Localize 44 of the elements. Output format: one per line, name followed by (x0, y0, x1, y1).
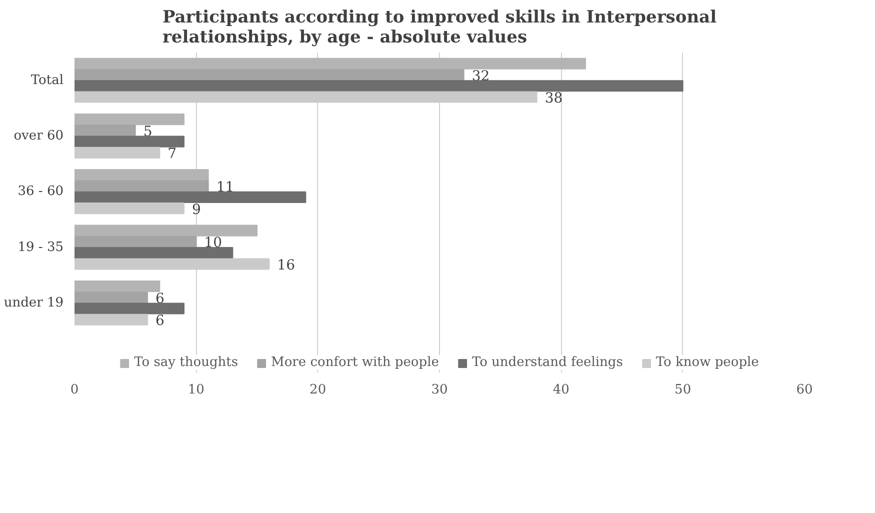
y-tick-label: under 19 (4, 295, 64, 310)
y-tick-label: over 60 (14, 128, 64, 144)
data-label: 7 (168, 146, 177, 162)
y-tick-label: 36 - 60 (18, 184, 64, 200)
bar (74, 124, 136, 136)
y-tick-label: 19 - 35 (18, 240, 64, 255)
bar (74, 224, 258, 236)
x-tick-label: 30 (431, 382, 448, 398)
bar (74, 180, 209, 192)
bar (74, 80, 684, 92)
bar (74, 68, 464, 81)
bar (74, 280, 160, 292)
data-label: 5 (143, 124, 152, 140)
x-tick-label: 40 (552, 382, 570, 398)
data-label: 9 (192, 202, 201, 218)
x-tick-label: 50 (674, 382, 692, 398)
bar (74, 202, 184, 214)
x-tick-label: 10 (188, 382, 204, 398)
bar (74, 113, 184, 126)
bar (74, 292, 148, 304)
bar (74, 58, 586, 70)
data-label: 16 (277, 257, 296, 274)
bar (74, 314, 148, 326)
bar (74, 169, 209, 181)
data-label: 6 (156, 290, 164, 307)
legend-label: To understand feelings (472, 355, 623, 370)
x-tick-label: 20 (310, 382, 326, 398)
x-tick-label: 60 (796, 382, 813, 398)
y-tick-label: Total (30, 72, 64, 88)
bar (74, 146, 160, 158)
chart-title: Participants according to improved skills in Interpersonal relationships, by age - absolute values (162, 8, 718, 48)
data-label: 11 (216, 180, 234, 196)
bar (74, 236, 197, 248)
legend-label: To know people (656, 355, 759, 370)
data-label: 6 (156, 313, 164, 330)
data-label: 38 (544, 90, 563, 107)
bar (74, 136, 184, 148)
bar (74, 247, 234, 259)
bar (74, 302, 184, 314)
legend-label: To say thoughts (134, 355, 238, 370)
x-tick-label: 0 (70, 382, 79, 398)
bar (74, 191, 306, 203)
data-label: 10 (204, 235, 222, 252)
legend-label: More confort with people (271, 355, 439, 370)
